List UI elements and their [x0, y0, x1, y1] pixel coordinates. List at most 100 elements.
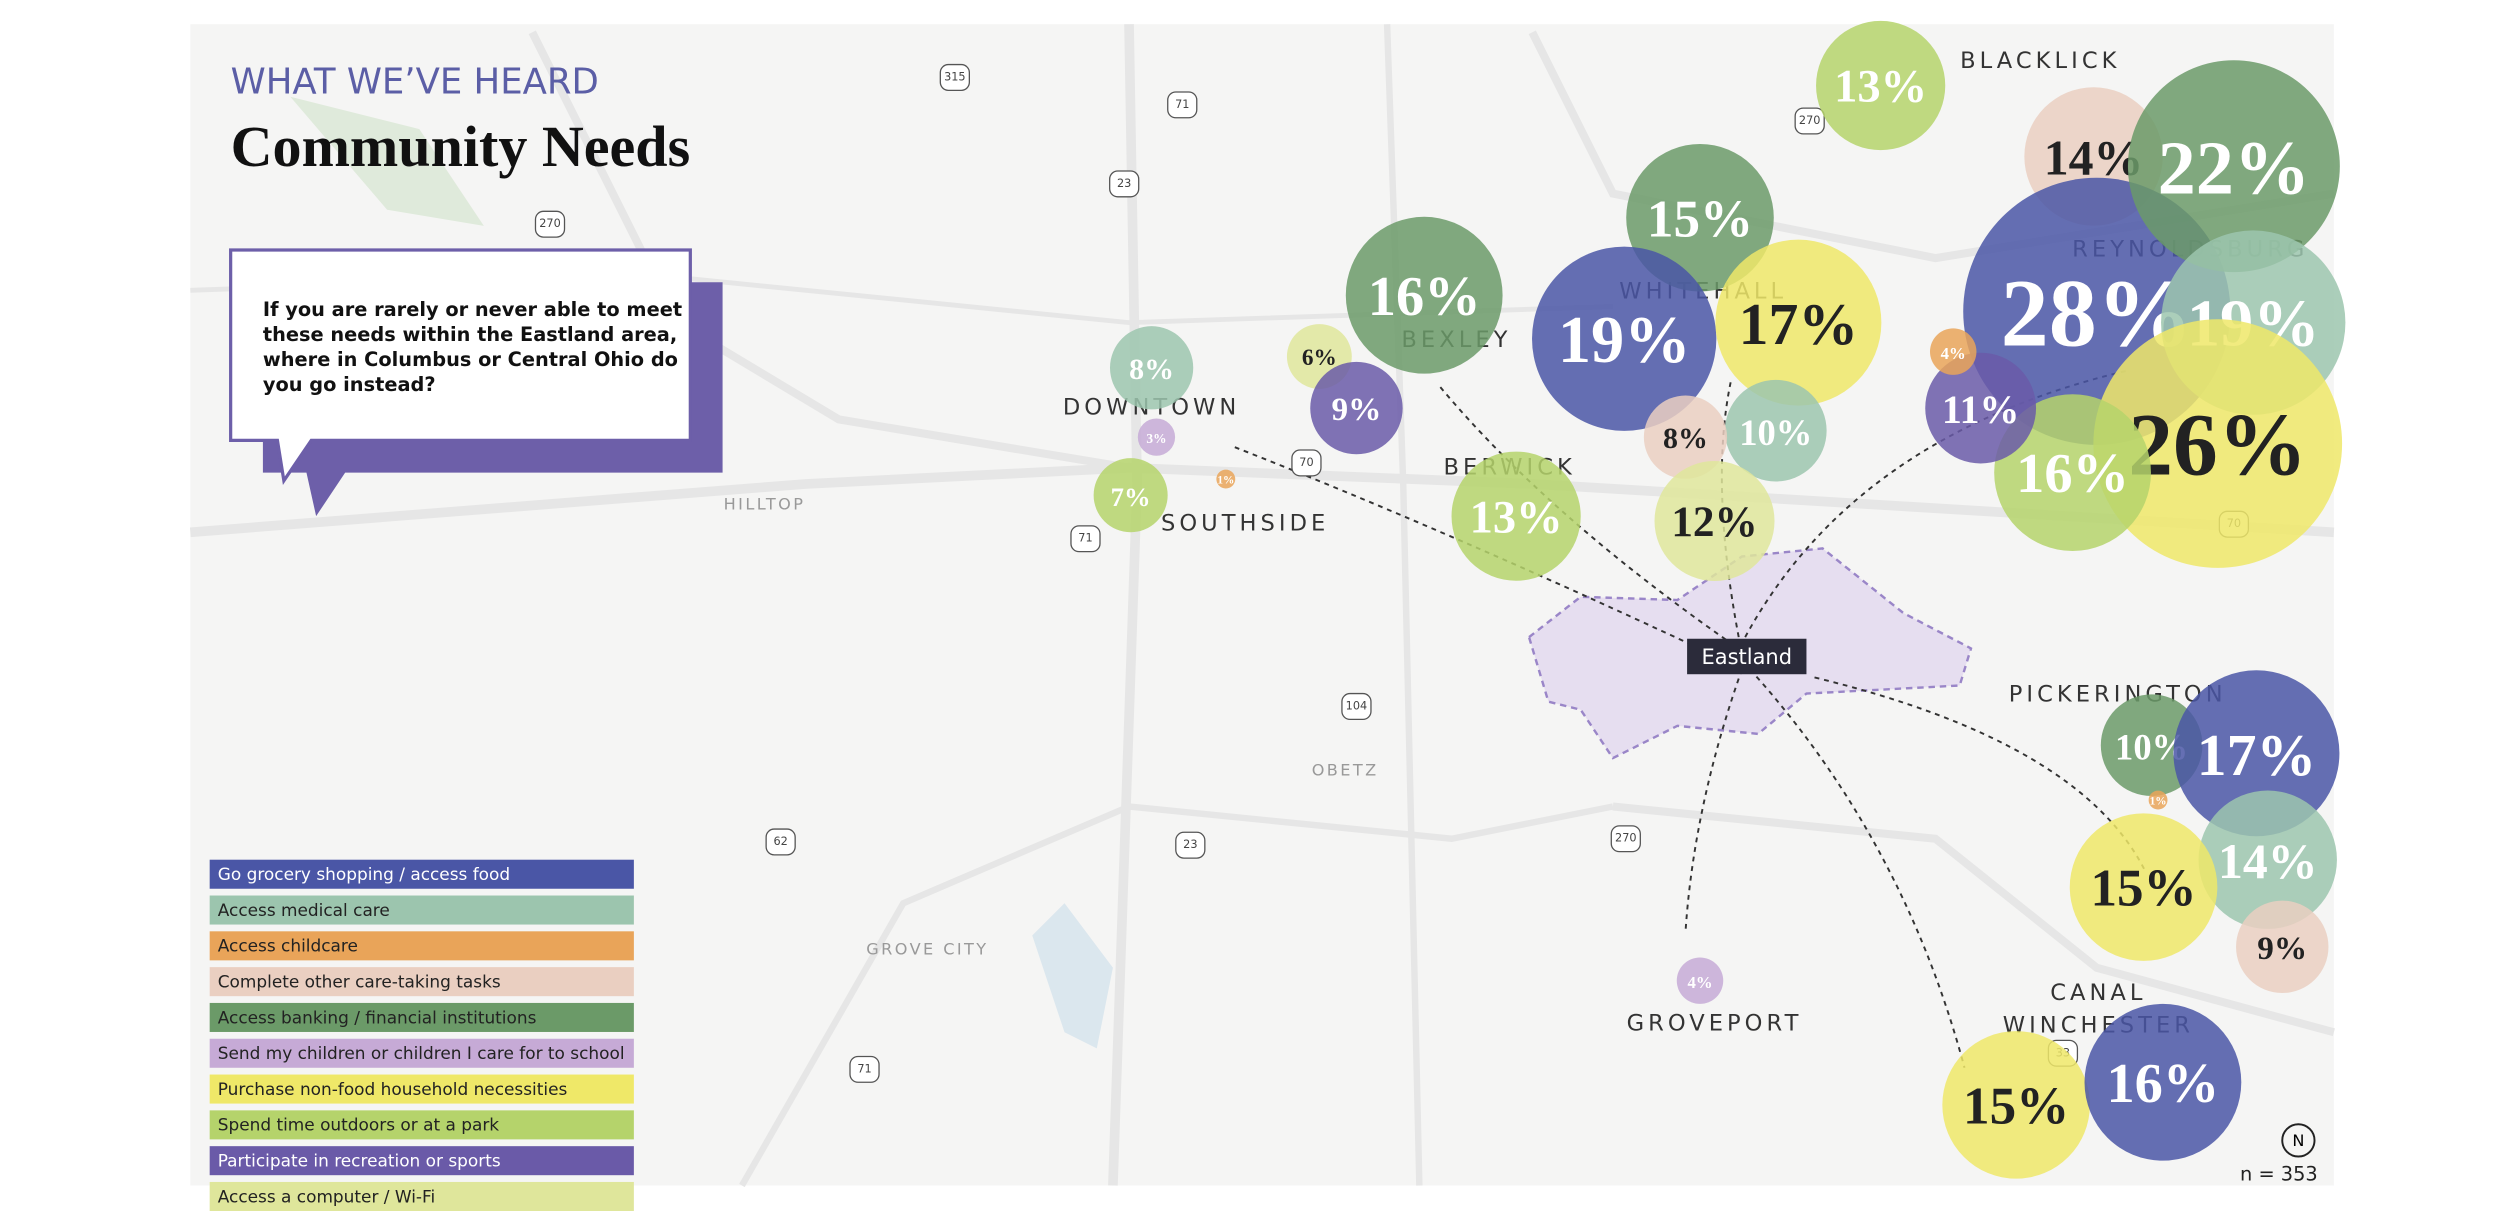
- legend-swatch: [209, 967, 634, 997]
- bubble-label: 1%: [2150, 796, 2167, 808]
- legend-swatch: [209, 895, 634, 925]
- bubble-label: 4%: [1687, 973, 1712, 992]
- center-label: Eastland: [1702, 645, 1792, 669]
- legend-label: Send my children or children I care for …: [218, 1043, 625, 1063]
- need-bubble: [1654, 460, 1775, 581]
- bubble-label: 8%: [1129, 353, 1174, 386]
- route-number: 71: [1078, 532, 1092, 545]
- bubble-label: 17%: [1739, 291, 1858, 357]
- route-shield: [765, 828, 796, 856]
- route-number: 270: [539, 217, 561, 230]
- bubble-label: 26%: [2128, 396, 2307, 495]
- need-bubble: [2127, 60, 2340, 273]
- question-line: these needs within the Eastland area,: [263, 323, 677, 346]
- need-bubble: [2069, 813, 2218, 961]
- center-tag: [1687, 638, 1807, 675]
- question-line: where in Columbus or Central Ohio do: [263, 348, 678, 371]
- bubble-label: 17%: [2197, 722, 2316, 788]
- place-name: SOUTHSIDE: [1161, 511, 1329, 537]
- route-shield: [1610, 825, 1641, 853]
- bubble-label: 3%: [1146, 431, 1166, 446]
- bubble-label: 12%: [1671, 499, 1757, 546]
- legend-swatch: [209, 1146, 634, 1176]
- legend-label: Access medical care: [218, 900, 390, 920]
- need-bubble: [1725, 379, 1827, 482]
- legend-label: Access childcare: [218, 936, 358, 956]
- route-shield: [1167, 91, 1198, 119]
- minor-place: OBETZ: [1312, 761, 1379, 780]
- need-bubble: [1942, 1031, 2090, 1179]
- need-bubble: [1930, 328, 1977, 375]
- route-shield: [1175, 831, 1206, 859]
- place-name: GROVEPORT: [1627, 1011, 1803, 1037]
- minor-place: GROVE CITY: [866, 940, 988, 959]
- route-number: 315: [944, 70, 966, 83]
- legend-swatch: [209, 931, 634, 961]
- need-bubble: [1110, 326, 1194, 410]
- route-number: 23: [1183, 838, 1197, 851]
- need-bubble: [1532, 246, 1717, 431]
- need-bubble: [2173, 670, 2340, 837]
- legend-swatch: [209, 1002, 634, 1032]
- route-number: 270: [1615, 832, 1637, 845]
- need-bubble: [1626, 143, 1774, 292]
- legend-label: Go grocery shopping / access food: [218, 864, 510, 884]
- route-number: 62: [773, 835, 787, 848]
- need-bubble: [1345, 216, 1503, 374]
- need-bubble: [1715, 239, 1882, 406]
- bubble-label: 15%: [1647, 190, 1753, 248]
- route-number: 270: [1799, 114, 1821, 127]
- legend-swatch: [209, 859, 634, 889]
- minor-place: HILLTOP: [724, 494, 806, 513]
- bubble-label: 16%: [1368, 266, 1481, 328]
- need-bubble: [2148, 790, 2168, 810]
- kicker: WHAT WE’VE HEARD: [231, 62, 599, 103]
- bubble-label: 9%: [1331, 391, 1381, 428]
- place-name: BLACKLICK: [1960, 48, 2120, 74]
- bubble-label: 14%: [2044, 131, 2144, 186]
- legend-label: Access a computer / Wi-Fi: [218, 1186, 436, 1206]
- legend: Go grocery shopping / access food Access …: [209, 859, 634, 1211]
- need-bubble: [1093, 458, 1168, 533]
- bubble-label: 16%: [2016, 443, 2129, 505]
- bubble-label: 16%: [2106, 1053, 2219, 1115]
- bubble-label: 11%: [1942, 387, 2020, 432]
- route-shield: [1291, 449, 1322, 477]
- route-shield: [939, 63, 970, 91]
- sample-size: n = 353: [2240, 1163, 2318, 1186]
- bubble-label: 15%: [2090, 860, 2196, 918]
- need-bubble: [2084, 1003, 2242, 1161]
- bubble-label: 13%: [1834, 62, 1927, 113]
- bubble-label: 14%: [2218, 834, 2318, 889]
- route-number: 71: [1175, 98, 1189, 111]
- legend-swatch: [209, 1181, 634, 1211]
- north-label: N: [2292, 1131, 2304, 1150]
- legend-swatch: [209, 1038, 634, 1068]
- route-shield: [1794, 107, 1825, 135]
- need-bubble: [1676, 957, 1724, 1004]
- legend-label: Complete other care-taking tasks: [218, 971, 501, 991]
- place-name: CANAL: [2050, 980, 2146, 1006]
- need-bubble: [1925, 352, 2037, 464]
- labels: 315712702370711042362270712707033HILLTOP…: [534, 20, 2346, 1179]
- bubble-label: 10%: [1739, 412, 1812, 453]
- legend-label: Participate in recreation or sports: [218, 1150, 501, 1170]
- bubble-label: 13%: [1470, 492, 1563, 543]
- bubble-label: 15%: [1963, 1077, 2069, 1135]
- legend-swatch: [209, 1074, 634, 1104]
- question-box: If you are rarely or never able to meett…: [229, 248, 723, 517]
- legend-label: Purchase non-food household necessities: [218, 1079, 568, 1099]
- need-bubble: [1816, 20, 1946, 151]
- north-arrow: N: [2281, 1123, 2316, 1158]
- bubble-label: 6%: [1302, 345, 1337, 371]
- need-bubble: [1310, 361, 1403, 455]
- need-bubble: [1643, 395, 1728, 479]
- bubble-label: 4%: [1941, 344, 1966, 363]
- bubble-label: 22%: [2158, 125, 2311, 210]
- title: Community Needs: [231, 114, 691, 179]
- place-name: PICKERINGTON: [2009, 682, 2227, 708]
- bubble-label: 1%: [1217, 475, 1234, 487]
- route-shield: [1070, 525, 1101, 553]
- bubble-label: 8%: [1663, 422, 1708, 455]
